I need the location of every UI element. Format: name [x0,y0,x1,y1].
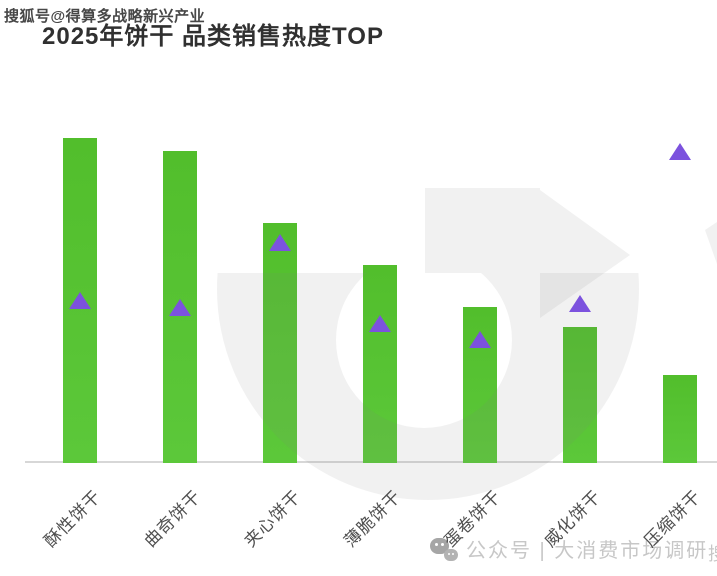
sohu-watermark: 搜狐号@得算多战略新兴产业 [4,8,206,25]
bottom-watermark: 公众号 | 大消费市场调研 [430,534,708,563]
bar-夹心饼干 [263,222,297,463]
triangle-marker-薄脆饼干 [369,314,391,332]
wechat-icon [430,537,458,561]
category-label-夹心饼干: 夹心饼干 [240,486,305,551]
bar-薄脆饼干 [363,264,397,463]
category-label-曲奇饼干: 曲奇饼干 [140,486,205,551]
triangle-marker-压缩饼干 [669,142,691,160]
clipped-edge-watermark: 搜 [708,540,717,566]
category-label-薄脆饼干: 薄脆饼干 [340,486,405,551]
triangle-marker-夹心饼干 [269,233,291,251]
category-label-酥性饼干: 酥性饼干 [40,486,105,551]
bar-压缩饼干 [663,375,697,463]
triangle-marker-酥性饼干 [69,292,91,309]
bar-威化饼干 [563,326,597,463]
triangle-marker-蛋卷饼干 [469,331,491,348]
bottom-watermark-text: 公众号 | 大消费市场调研 [466,540,709,562]
triangle-marker-威化饼干 [569,295,591,313]
chart-title: 2025年饼干 品类销售热度TOP [42,23,384,50]
triangle-marker-曲奇饼干 [169,298,191,316]
